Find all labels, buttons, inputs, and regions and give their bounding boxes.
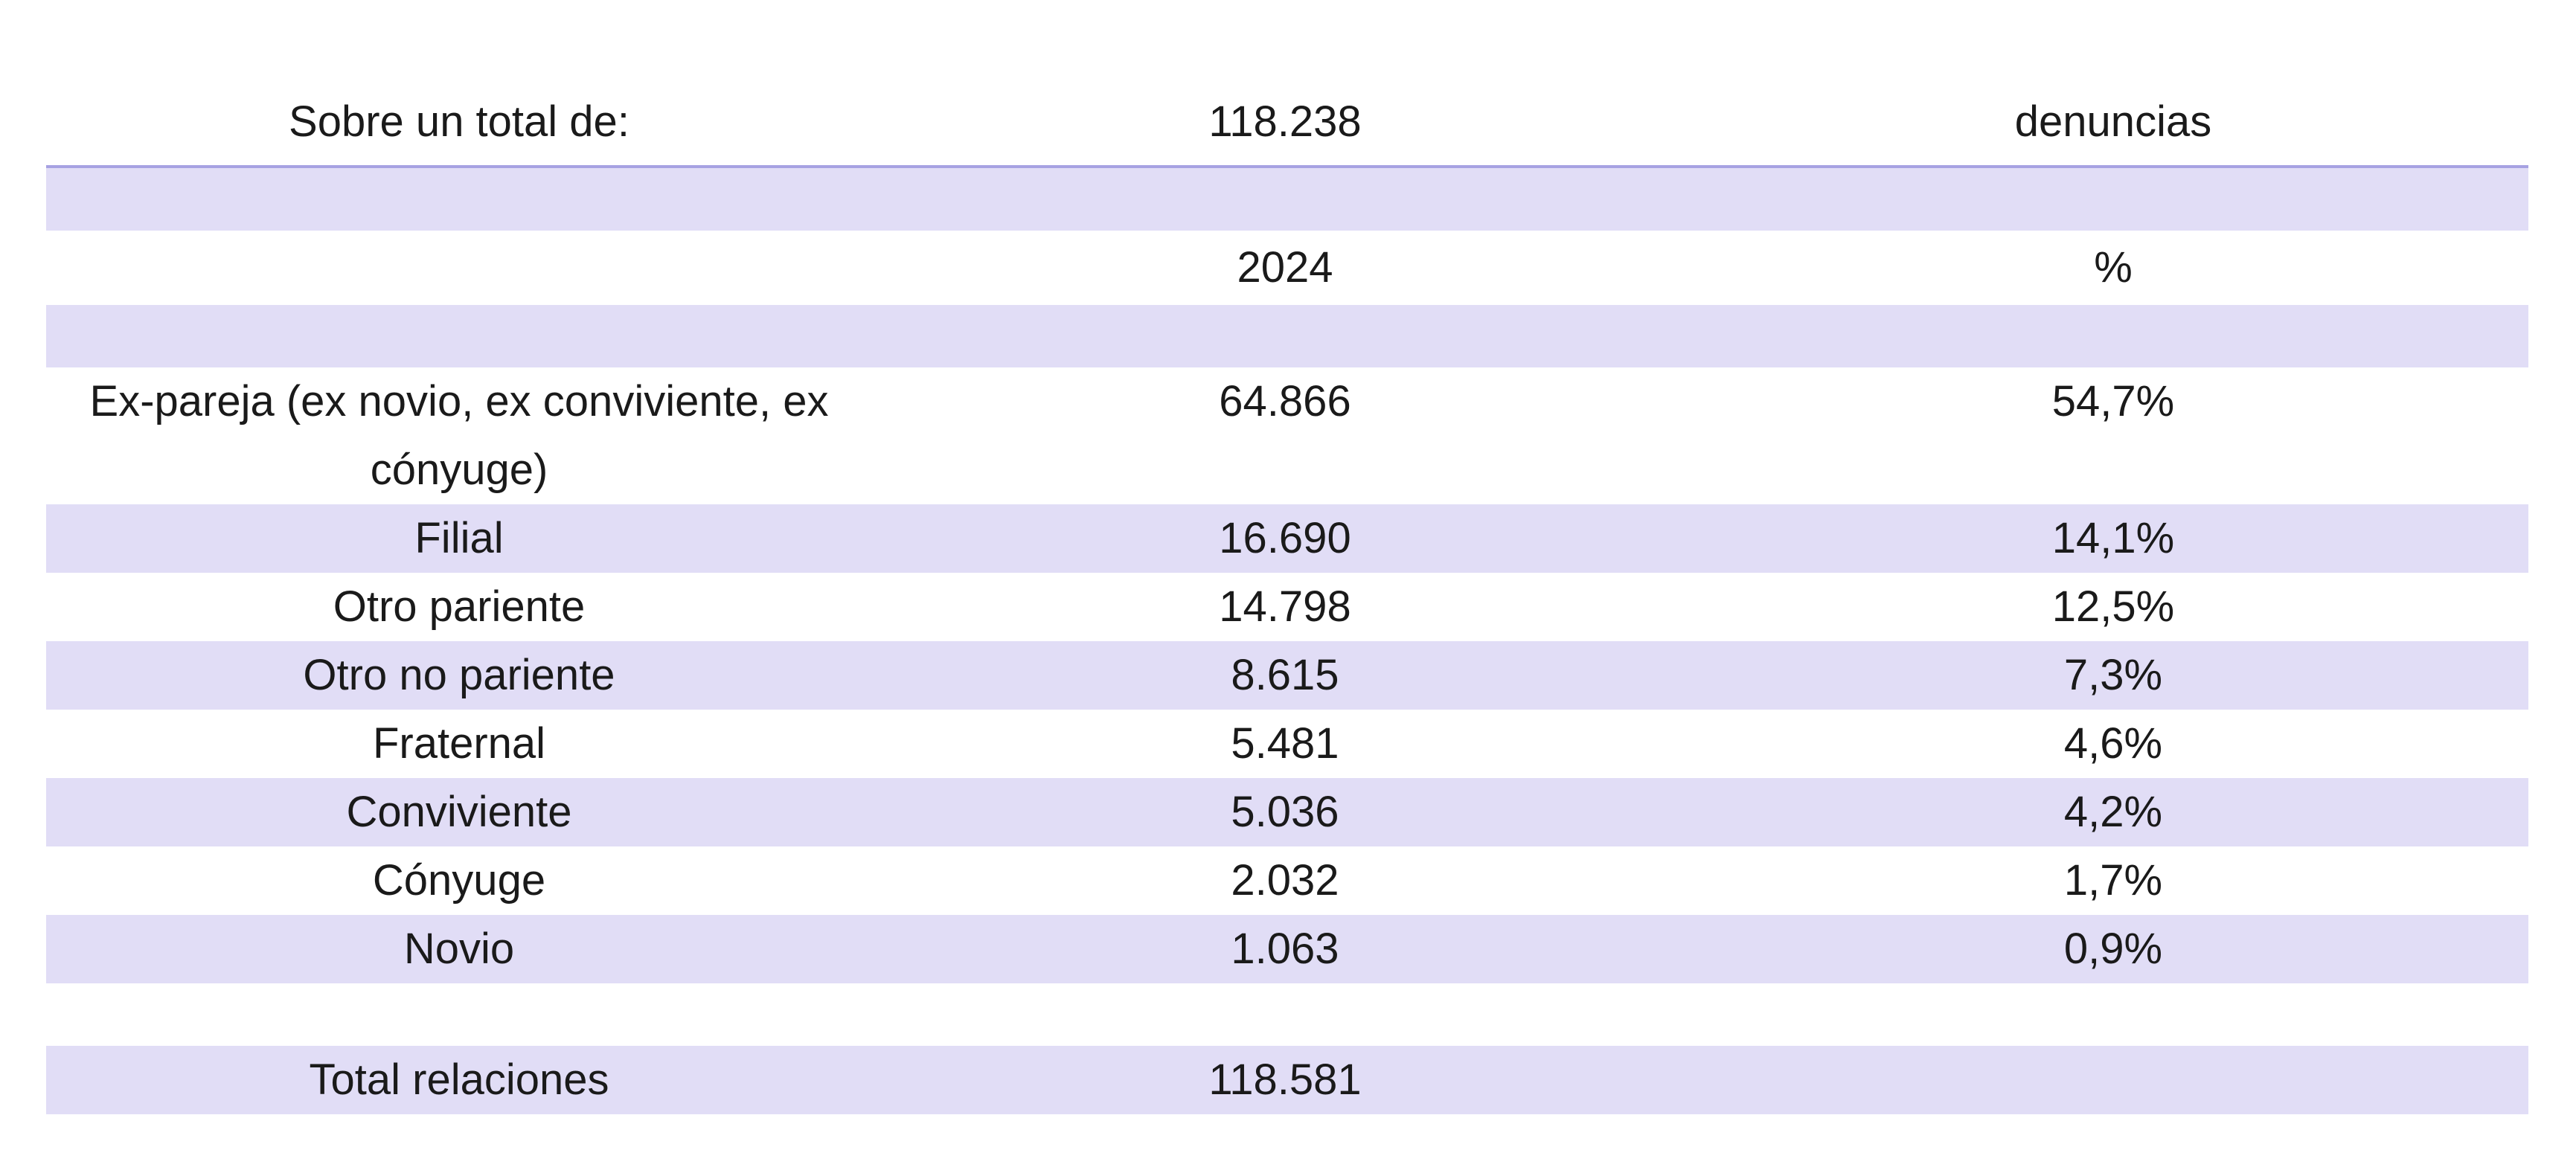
total-value: 118.581	[1208, 1055, 1362, 1104]
table-row: Filial 16.690 14,1%	[46, 504, 2528, 573]
row-label: Conviviente	[346, 788, 572, 836]
row-value: 64.866	[1219, 377, 1351, 425]
header-year: 2024	[1237, 243, 1333, 292]
summary-label: Sobre un total de:	[289, 97, 629, 146]
row-gap	[46, 983, 2528, 1046]
table-row: Otro no pariente 8.615 7,3%	[46, 641, 2528, 710]
band-spacer	[46, 305, 2528, 367]
table-row: Novio 1.063 0,9%	[46, 915, 2528, 983]
row-value: 5.481	[1231, 719, 1339, 768]
band-spacer	[46, 168, 2528, 231]
table-row: Cónyuge 2.032 1,7%	[46, 846, 2528, 915]
row-value: 14.798	[1219, 582, 1351, 631]
row-percent: 12,5%	[2051, 582, 2175, 631]
row-label: Cónyuge	[372, 856, 546, 905]
row-label: Ex-pareja (ex novio, ex conviviente, ex …	[89, 377, 829, 494]
summary-row: Sobre un total de: 118.238 denuncias	[46, 0, 2528, 165]
row-label: Novio	[403, 925, 515, 973]
row-percent: 7,3%	[2063, 651, 2163, 699]
row-percent: 54,7%	[2051, 377, 2175, 425]
row-percent: 0,9%	[2063, 925, 2163, 973]
table-row: Otro pariente 14.798 12,5%	[46, 573, 2528, 641]
total-label: Total relaciones	[309, 1055, 609, 1104]
header-divider	[46, 165, 2528, 168]
row-percent: 14,1%	[2051, 514, 2175, 562]
relations-table: Sobre un total de: 118.238 denuncias 202…	[46, 0, 2528, 1114]
summary-unit: denuncias	[2014, 97, 2212, 146]
total-row: Total relaciones 118.581	[46, 1046, 2528, 1114]
row-value: 2.032	[1231, 856, 1339, 905]
table-row: Ex-pareja (ex novio, ex conviviente, ex …	[46, 367, 2528, 504]
row-value: 8.615	[1231, 651, 1339, 699]
row-value: 16.690	[1219, 514, 1351, 562]
row-percent: 4,2%	[2063, 788, 2163, 836]
row-percent: 4,6%	[2063, 719, 2163, 768]
table-row: Conviviente 5.036 4,2%	[46, 778, 2528, 846]
row-label: Otro no pariente	[303, 651, 615, 699]
row-label: Filial	[414, 514, 504, 562]
table-row: Fraternal 5.481 4,6%	[46, 710, 2528, 778]
row-percent: 1,7%	[2063, 856, 2163, 905]
column-header-row: 2024 %	[46, 231, 2528, 305]
row-value: 1.063	[1231, 925, 1339, 973]
summary-value: 118.238	[1208, 97, 1362, 146]
header-percent: %	[2094, 243, 2133, 292]
row-label: Otro pariente	[333, 582, 586, 631]
row-label: Fraternal	[372, 719, 546, 768]
row-value: 5.036	[1231, 788, 1339, 836]
